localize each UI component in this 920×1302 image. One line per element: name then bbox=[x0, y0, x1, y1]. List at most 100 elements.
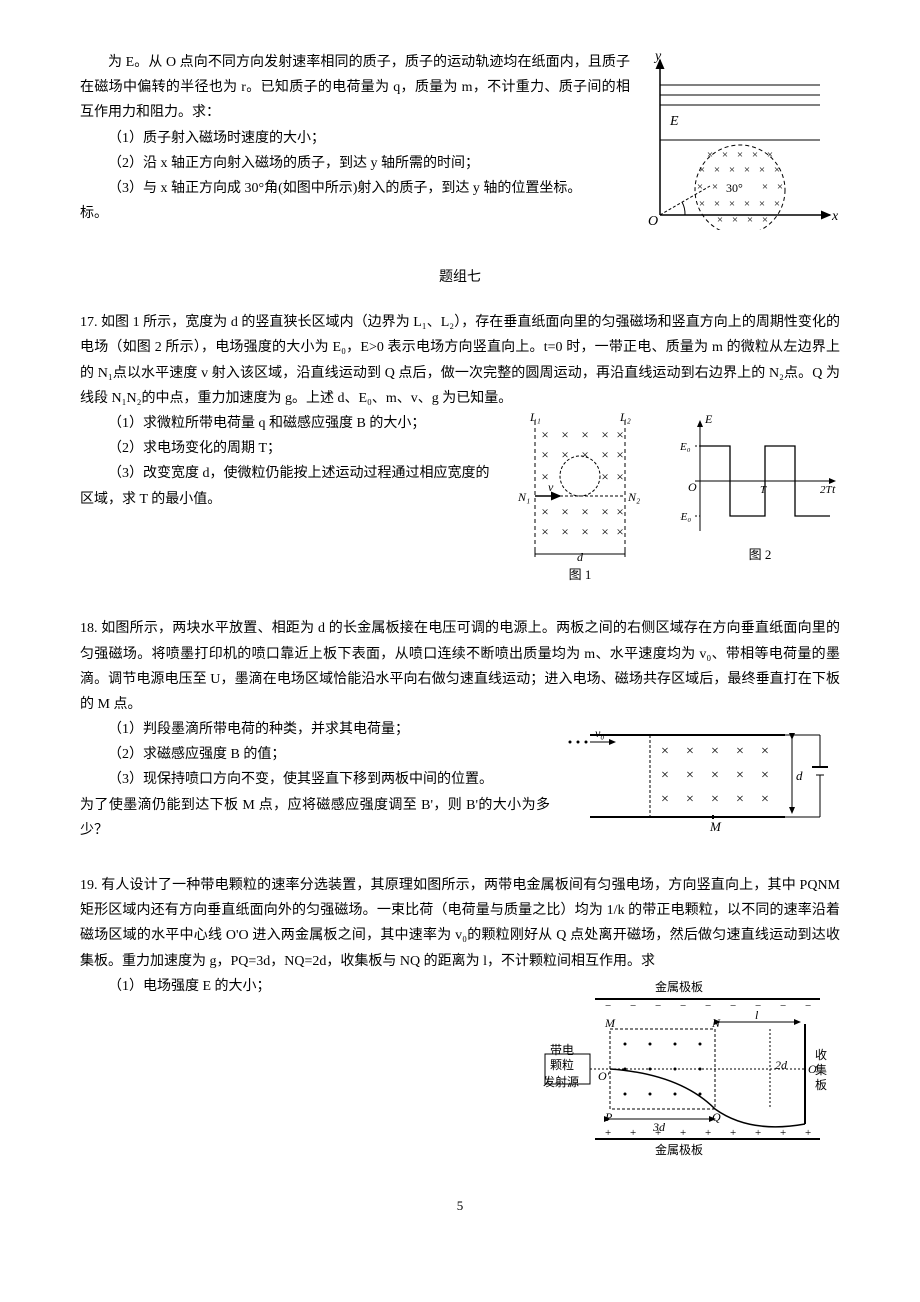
svg-text:×: × bbox=[774, 198, 780, 210]
svg-text:E: E bbox=[669, 114, 679, 129]
svg-text:+: + bbox=[730, 1127, 736, 1139]
svg-text:×: × bbox=[744, 198, 750, 210]
svg-text:×: × bbox=[736, 768, 744, 783]
svg-text:+: + bbox=[605, 1127, 611, 1139]
svg-text:发射源: 发射源 bbox=[543, 1074, 579, 1089]
svg-text:集: 集 bbox=[815, 1062, 827, 1077]
svg-text:L₂: L₂ bbox=[619, 411, 631, 424]
svg-text:×: × bbox=[747, 214, 753, 226]
svg-text:×: × bbox=[561, 447, 568, 462]
svg-text:×: × bbox=[711, 768, 719, 783]
svg-text:3d: 3d bbox=[652, 1120, 666, 1134]
problem-17-num: 17. bbox=[80, 315, 98, 330]
page-number: 5 bbox=[80, 1194, 840, 1217]
svg-text:×: × bbox=[541, 469, 548, 484]
svg-text:×: × bbox=[661, 744, 669, 759]
fig-efield-bfield: y x O E ××××× ×××××× ×××× ×××××× ×××× 30… bbox=[640, 50, 840, 230]
svg-text:N: N bbox=[711, 1016, 721, 1030]
svg-text:收: 收 bbox=[815, 1048, 827, 1062]
svg-text:N₁: N₁ bbox=[517, 490, 530, 504]
svg-text:×: × bbox=[761, 744, 769, 759]
svg-text:×: × bbox=[561, 427, 568, 442]
svg-text:L₁: L₁ bbox=[529, 411, 541, 424]
svg-text:颗粒: 颗粒 bbox=[550, 1057, 574, 1072]
svg-text:+: + bbox=[705, 1127, 711, 1139]
svg-text:金属极板: 金属极板 bbox=[655, 979, 703, 994]
svg-text:−: − bbox=[705, 1000, 711, 1012]
svg-text:×: × bbox=[661, 792, 669, 807]
svg-text:×: × bbox=[616, 504, 623, 519]
fig18-svg: v₀ ××××× ××××× ××××× d M bbox=[560, 717, 840, 837]
svg-text:−: − bbox=[655, 1000, 661, 1012]
svg-text:M: M bbox=[709, 819, 722, 834]
fig1-box: L₁ L₂ N₁ N₂ v ××××× ××××× ××× ××××× ××××… bbox=[510, 411, 650, 586]
svg-text:v: v bbox=[548, 480, 554, 494]
problem-17: 17. 如图 1 所示，宽度为 d 的竖直狭长区域内（边界为 L₁、L₂），存在… bbox=[80, 310, 840, 586]
svg-text:y: y bbox=[653, 50, 662, 64]
svg-text:×: × bbox=[581, 427, 588, 442]
problem-top-figure: y x O E ××××× ×××××× ×××× ×××××× ×××× 30… bbox=[640, 50, 840, 230]
svg-text:×: × bbox=[761, 768, 769, 783]
svg-text:O: O bbox=[648, 214, 658, 229]
svg-text:×: × bbox=[714, 164, 720, 176]
svg-text:×: × bbox=[601, 447, 608, 462]
svg-text:d: d bbox=[796, 768, 803, 783]
svg-text:×: × bbox=[767, 149, 773, 161]
problem-18-num: 18. bbox=[80, 621, 98, 636]
svg-text:-E₀: -E₀ bbox=[680, 511, 691, 523]
svg-text:−: − bbox=[780, 1000, 786, 1012]
svg-text:×: × bbox=[561, 524, 568, 539]
problem-19-figure: 金属极板 金属极板 −−−−−−−−− +++++++++ 带电 颗粒 发射源 … bbox=[540, 974, 840, 1159]
svg-text:P: P bbox=[604, 1110, 613, 1124]
problem-17-body: 17. 如图 1 所示，宽度为 d 的竖直狭长区域内（边界为 L₁、L₂），存在… bbox=[80, 310, 840, 411]
problem-19-text: 有人设计了一种带电颗粒的速率分选装置，其原理如图所示，两带电金属板间有匀强电场，… bbox=[80, 878, 840, 969]
svg-text:×: × bbox=[561, 504, 568, 519]
svg-text:T: T bbox=[760, 484, 767, 496]
svg-text:−: − bbox=[805, 1000, 811, 1012]
svg-text:+: + bbox=[755, 1127, 761, 1139]
svg-text:带电: 带电 bbox=[550, 1043, 574, 1057]
svg-text:d: d bbox=[577, 550, 584, 561]
problem-18-body: 18. 如图所示，两块水平放置、相距为 d 的长金属板接在电压可调的电源上。两板… bbox=[80, 616, 840, 717]
svg-text:+: + bbox=[805, 1127, 811, 1139]
svg-text:−: − bbox=[630, 1000, 636, 1012]
svg-text:×: × bbox=[736, 792, 744, 807]
svg-text:×: × bbox=[686, 768, 694, 783]
svg-text:+: + bbox=[630, 1127, 636, 1139]
svg-text:×: × bbox=[616, 427, 623, 442]
svg-text:×: × bbox=[699, 198, 705, 210]
svg-text:O: O bbox=[688, 480, 697, 494]
svg-text:v₀: v₀ bbox=[595, 726, 605, 740]
svg-text:×: × bbox=[616, 469, 623, 484]
svg-text:−: − bbox=[680, 1000, 686, 1012]
svg-text:×: × bbox=[762, 181, 768, 193]
svg-text:×: × bbox=[661, 768, 669, 783]
fig2-box: t E O E₀ -E₀ T 2T 图 2 bbox=[680, 411, 840, 586]
svg-text:×: × bbox=[686, 792, 694, 807]
svg-text:30°: 30° bbox=[726, 181, 743, 195]
svg-text:×: × bbox=[729, 198, 735, 210]
svg-text:×: × bbox=[717, 214, 723, 226]
fig1-svg: L₁ L₂ N₁ N₂ v ××××× ××××× ××× ××××× ××××… bbox=[510, 411, 650, 561]
svg-text:×: × bbox=[744, 164, 750, 176]
svg-text:x: x bbox=[831, 209, 839, 224]
svg-text:2T: 2T bbox=[820, 484, 833, 496]
svg-text:板: 板 bbox=[815, 1078, 827, 1092]
fig2-svg: t E O E₀ -E₀ T 2T bbox=[680, 411, 840, 541]
svg-text:×: × bbox=[601, 524, 608, 539]
svg-text:×: × bbox=[732, 214, 738, 226]
svg-text:×: × bbox=[699, 164, 705, 176]
section-title: 题组七 bbox=[80, 265, 840, 290]
svg-text:×: × bbox=[736, 744, 744, 759]
svg-text:×: × bbox=[729, 164, 735, 176]
svg-text:E₀: E₀ bbox=[680, 441, 691, 453]
svg-text:×: × bbox=[541, 427, 548, 442]
problem-19-num: 19. bbox=[80, 878, 98, 893]
svg-text:t: t bbox=[832, 482, 836, 496]
svg-text:×: × bbox=[722, 149, 728, 161]
fig19-svg: 金属极板 金属极板 −−−−−−−−− +++++++++ 带电 颗粒 发射源 … bbox=[540, 974, 840, 1159]
svg-text:×: × bbox=[711, 744, 719, 759]
svg-text:×: × bbox=[752, 149, 758, 161]
problem-top: y x O E ××××× ×××××× ×××× ×××××× ×××× 30… bbox=[80, 50, 840, 235]
svg-text:×: × bbox=[541, 524, 548, 539]
